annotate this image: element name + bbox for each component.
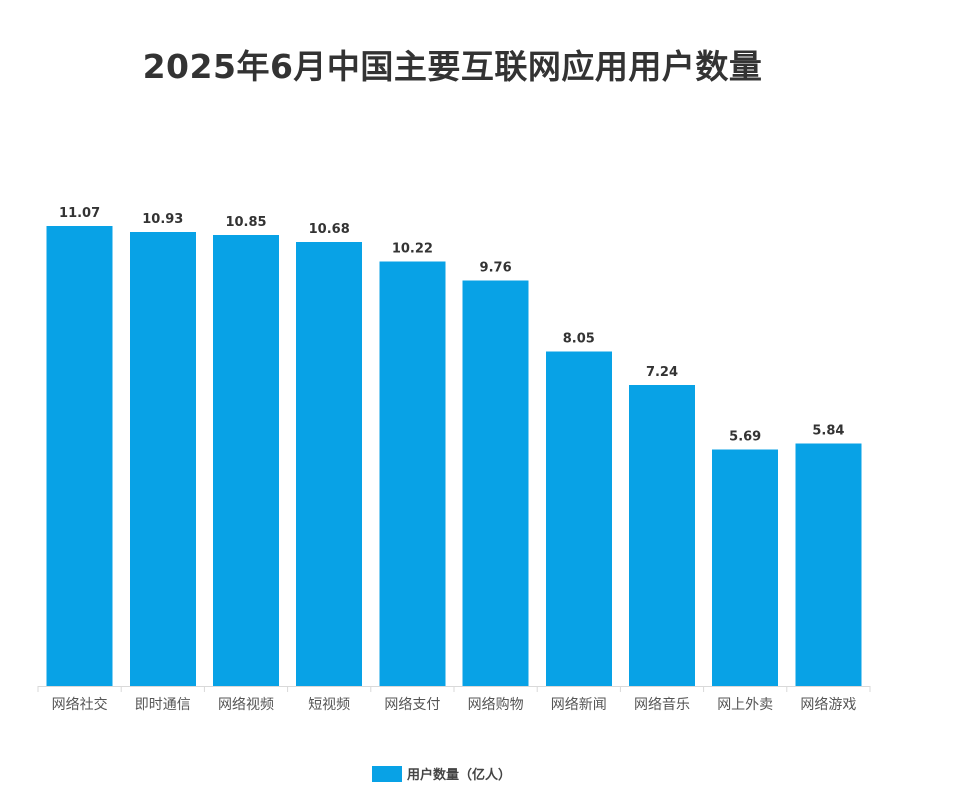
x-tick-label-10: 网络游戏 [800, 697, 856, 713]
x-tick-label-6: 网络购物 [468, 697, 524, 713]
x-tick-label-7: 网络新闻 [551, 697, 607, 713]
data-label-8: 7.24 [646, 365, 678, 380]
data-label-4: 10.68 [309, 222, 350, 237]
chart-title: 2025年6月中国主要互联网应用用户数量 [142, 47, 763, 86]
x-tick-label-2: 即时通信 [135, 697, 191, 713]
data-label-1: 11.07 [59, 206, 100, 221]
legend: 用户数量（亿人） [372, 764, 511, 783]
legend-swatch [372, 765, 402, 782]
bar-1 [46, 226, 113, 686]
data-label-7: 8.05 [563, 332, 595, 347]
data-label-5: 10.22 [392, 241, 433, 256]
x-tick-label-3: 网络视频 [218, 697, 274, 713]
data-labels-layer: 11.07 10.93 10.85 10.68 10.22 9.76 8.05 7.24 5.6… [59, 206, 844, 445]
data-label-2: 10.93 [142, 212, 183, 227]
bar-5 [379, 261, 446, 686]
x-tick-label-1: 网络社交 [52, 696, 108, 713]
data-label-3: 10.85 [225, 215, 266, 230]
data-label-10: 5.84 [812, 423, 844, 438]
bar-4 [296, 242, 363, 686]
bar-2 [129, 231, 196, 687]
x-tick-label-5: 网络支付 [384, 697, 440, 713]
x-tick-label-8: 网络音乐 [634, 696, 690, 713]
bar-9 [712, 449, 779, 686]
legend-label: 用户数量（亿人） [407, 768, 512, 783]
x-axis-ticks [37, 686, 871, 692]
x-tick-label-9: 网上外卖 [717, 697, 773, 713]
bar-8 [629, 385, 695, 686]
bar-3 [213, 235, 279, 686]
bars-layer [46, 226, 862, 687]
data-label-6: 9.76 [480, 260, 512, 275]
x-tick-label-4: 短视频 [308, 697, 350, 713]
x-axis-labels: 网络社交 即时通信 网络视频 短视频 网络支付 网络购物 网络新闻 网络音乐 网上外卖 网络游戏 [52, 696, 857, 713]
bar-10 [795, 443, 862, 686]
data-label-9: 5.69 [729, 430, 761, 445]
bar-6 [462, 280, 529, 686]
bar-7 [545, 351, 612, 686]
